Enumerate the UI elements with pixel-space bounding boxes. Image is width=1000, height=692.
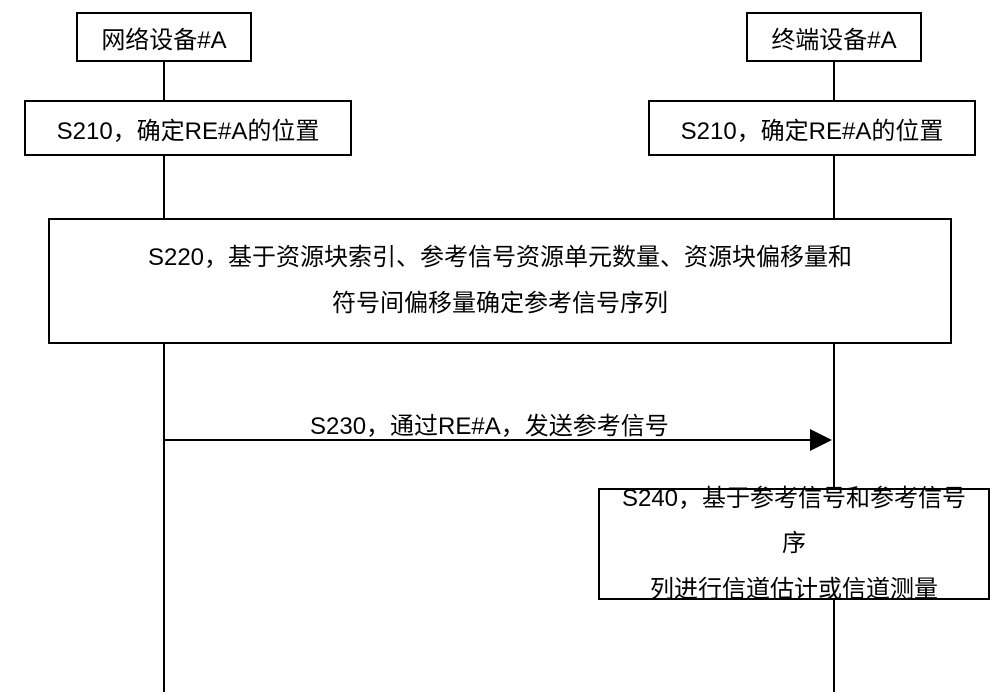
- message-label: S230，通过RE#A，发送参考信号: [310, 406, 669, 441]
- lifeline-right-seg4: [833, 600, 835, 692]
- lifeline-left-seg3: [163, 344, 165, 692]
- node-s240: S240，基于参考信号和参考信号序 列进行信道估计或信道测量: [598, 488, 990, 600]
- node-label-line2: 列进行信道估计或信道测量: [612, 567, 976, 613]
- lifeline-right-seg3: [833, 344, 835, 488]
- message-text: S230，通过RE#A，发送参考信号: [310, 413, 669, 440]
- node-label: 终端设备#A: [771, 20, 896, 55]
- node-label-line2: 符号间偏移量确定参考信号序列: [148, 281, 852, 327]
- lifeline-right-seg2: [833, 156, 835, 218]
- lifeline-left-seg1: [163, 62, 165, 100]
- node-header-left: 网络设备#A: [76, 12, 252, 62]
- node-label: S210，确定RE#A的位置: [681, 111, 944, 146]
- node-label: 网络设备#A: [101, 20, 226, 55]
- lifeline-left-seg2: [163, 156, 165, 218]
- node-s210-left: S210，确定RE#A的位置: [24, 100, 352, 156]
- lifeline-right-seg1: [833, 62, 835, 100]
- node-label-multiline: S240，基于参考信号和参考信号序 列进行信道估计或信道测量: [612, 476, 976, 613]
- message-arrow-head: [810, 429, 832, 451]
- node-label-line1: S220，基于资源块索引、参考信号资源单元数量、资源块偏移量和: [148, 235, 852, 281]
- node-s220: S220，基于资源块索引、参考信号资源单元数量、资源块偏移量和 符号间偏移量确定…: [48, 218, 952, 344]
- node-header-right: 终端设备#A: [746, 12, 922, 62]
- node-label-multiline: S220，基于资源块索引、参考信号资源单元数量、资源块偏移量和 符号间偏移量确定…: [148, 235, 852, 326]
- node-label-line1: S240，基于参考信号和参考信号序: [612, 476, 976, 567]
- node-label: S210，确定RE#A的位置: [57, 111, 320, 146]
- node-s210-right: S210，确定RE#A的位置: [648, 100, 976, 156]
